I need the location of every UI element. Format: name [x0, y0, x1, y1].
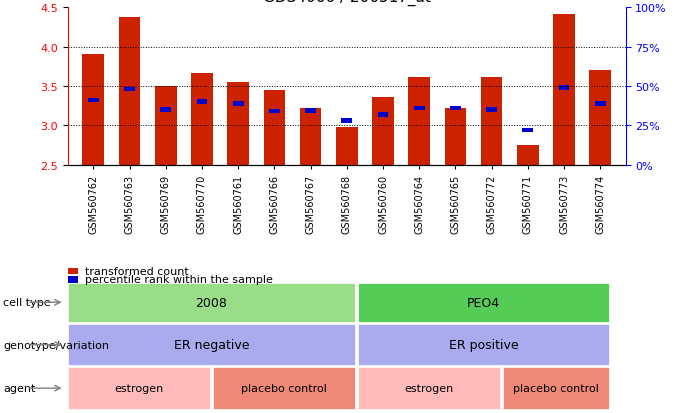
- Bar: [414, 106, 424, 111]
- FancyBboxPatch shape: [213, 368, 355, 409]
- Text: 2008: 2008: [195, 296, 227, 309]
- FancyBboxPatch shape: [358, 324, 609, 366]
- Bar: [264, 91, 285, 165]
- Bar: [377, 113, 388, 117]
- Bar: [155, 87, 177, 165]
- Bar: [227, 83, 249, 165]
- Text: transformed count: transformed count: [85, 266, 189, 277]
- Bar: [233, 102, 243, 106]
- Bar: [590, 71, 611, 165]
- Bar: [88, 98, 99, 103]
- Bar: [197, 100, 207, 105]
- FancyBboxPatch shape: [68, 283, 355, 322]
- Text: agent: agent: [3, 383, 36, 393]
- FancyBboxPatch shape: [68, 368, 209, 409]
- Bar: [481, 77, 503, 165]
- Bar: [68, 277, 78, 283]
- Bar: [450, 106, 461, 111]
- Text: estrogen: estrogen: [114, 383, 163, 393]
- Text: cell type: cell type: [3, 297, 51, 308]
- Bar: [119, 18, 140, 165]
- Text: ER positive: ER positive: [449, 338, 518, 351]
- Bar: [554, 14, 575, 165]
- Bar: [558, 86, 569, 91]
- Bar: [68, 268, 78, 275]
- Bar: [305, 109, 316, 114]
- Bar: [522, 128, 533, 133]
- Bar: [372, 98, 394, 165]
- Bar: [445, 109, 466, 165]
- Text: placebo control: placebo control: [241, 383, 327, 393]
- Bar: [486, 108, 497, 113]
- Bar: [124, 88, 135, 92]
- Text: percentile rank within the sample: percentile rank within the sample: [85, 275, 273, 285]
- Text: genotype/variation: genotype/variation: [3, 340, 109, 350]
- Bar: [160, 108, 171, 113]
- Bar: [82, 55, 104, 165]
- FancyBboxPatch shape: [358, 283, 609, 322]
- Bar: [269, 109, 279, 114]
- FancyBboxPatch shape: [68, 324, 355, 366]
- Text: estrogen: estrogen: [405, 383, 454, 393]
- Title: GDS4066 / 206517_at: GDS4066 / 206517_at: [263, 0, 430, 5]
- Text: PEO4: PEO4: [466, 296, 500, 309]
- Bar: [341, 119, 352, 123]
- Text: ER negative: ER negative: [173, 338, 249, 351]
- Bar: [191, 74, 213, 165]
- Bar: [336, 128, 358, 165]
- Bar: [409, 77, 430, 165]
- FancyBboxPatch shape: [358, 368, 500, 409]
- Bar: [300, 109, 322, 165]
- FancyBboxPatch shape: [503, 368, 609, 409]
- Bar: [517, 145, 539, 165]
- Text: placebo control: placebo control: [513, 383, 599, 393]
- Bar: [595, 102, 606, 106]
